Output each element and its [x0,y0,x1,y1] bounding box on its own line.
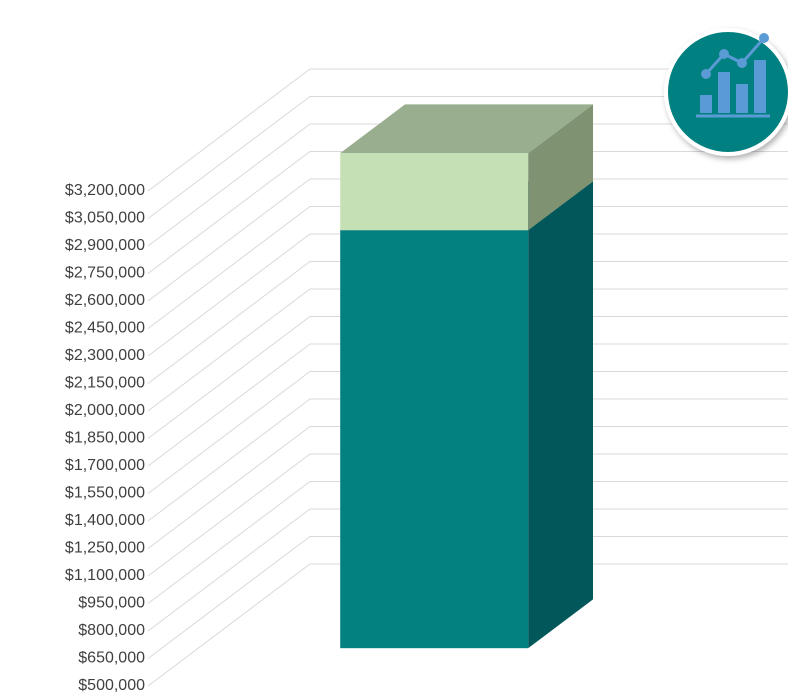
grid-line [147,563,788,687]
y-tick-label: $2,600,000 [65,292,145,309]
y-tick-label: $3,050,000 [65,210,145,227]
grid-line [147,178,788,302]
grid-line [147,233,788,357]
plot-area: $500,000 $650,000 $800,000 $950,000 $1,100,0… [65,68,788,694]
grid-line [147,123,788,247]
y-tick-label: $1,100,000 [65,567,145,584]
grid-line [147,426,788,549]
grid-line [147,508,788,632]
grid-line [147,453,788,577]
y-tick-label: $2,150,000 [65,375,145,392]
bar-side [528,104,594,231]
y-tick-label: $650,000 [78,650,145,667]
y-tick-label: $2,000,000 [65,402,145,419]
grid-line [147,261,788,384]
y-tick-label: $500,000 [78,677,145,694]
y-tick-label: $3,200,000 [65,182,145,199]
grid-line [147,68,788,192]
grid-line [147,343,788,467]
y-tick-label: $800,000 [78,622,145,639]
bar-side [528,181,594,649]
grid-line [147,96,788,219]
y-tick-label: $1,400,000 [65,512,145,529]
chart-icon-glyph [696,33,770,118]
y-tick-label: $1,250,000 [65,540,145,557]
grid-line [147,398,788,522]
y-tick-label: $2,750,000 [65,265,145,282]
y-tick-label: $1,700,000 [65,457,145,474]
grid-line [147,151,788,274]
grid-line [147,536,788,659]
grid-line [147,288,788,412]
y-tick-label: $950,000 [78,595,145,612]
grid-line [147,316,788,439]
y-tick-label: $2,450,000 [65,320,145,337]
bar-top [340,104,594,154]
bar-front [340,153,529,231]
y-tick-label: $2,300,000 [65,347,145,364]
y-tick-label: $1,550,000 [65,485,145,502]
grid-line [147,206,788,329]
grid-line [147,481,788,604]
grid-line [147,371,788,494]
bar-front [340,230,529,649]
y-tick-label: $1,850,000 [65,430,145,447]
y-tick-label: $2,900,000 [65,237,145,254]
